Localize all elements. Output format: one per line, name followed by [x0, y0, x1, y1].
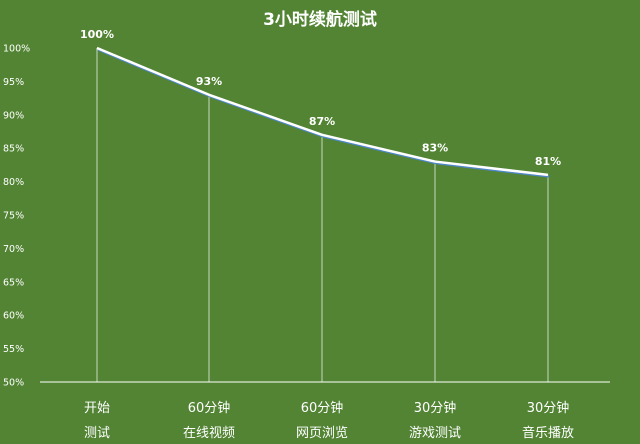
data-labels: 100% 93% 87% 83% 81% — [80, 28, 561, 168]
y-tick-label: 95% — [3, 77, 24, 88]
y-tick-label: 85% — [3, 144, 24, 155]
y-tick-label: 60% — [3, 311, 24, 322]
y-tick-label: 50% — [3, 378, 24, 389]
series-line — [96, 46, 550, 178]
x-tick-label: 30分钟 — [414, 400, 457, 416]
data-label: 100% — [80, 28, 114, 41]
data-label: 93% — [196, 75, 222, 88]
y-tick-label: 90% — [3, 110, 24, 121]
y-tick-label: 80% — [3, 177, 24, 188]
x-tick-label: 60分钟 — [301, 400, 344, 416]
y-tick-label: 75% — [3, 211, 24, 222]
y-tick-label: 70% — [3, 244, 24, 255]
y-tick-label: 55% — [3, 344, 24, 355]
series-line-shadow — [97, 48, 550, 178]
y-tick-label: 100% — [3, 44, 30, 55]
x-tick-label: 60分钟 — [188, 400, 231, 416]
x-tick-label: 测试 — [84, 426, 110, 441]
x-tick-label: 游戏测试 — [409, 426, 461, 441]
drop-lines — [96, 48, 549, 382]
data-label: 81% — [535, 155, 561, 168]
x-tick-label: 在线视频 — [183, 426, 235, 441]
x-tick-label: 网页浏览 — [296, 425, 348, 441]
x-tick-label: 30分钟 — [527, 400, 570, 416]
x-tick-label: 开始 — [84, 401, 110, 416]
data-label: 83% — [422, 142, 448, 155]
data-label: 87% — [309, 115, 335, 128]
chart-title: 3小时续航测试 — [263, 9, 377, 30]
y-tick-label: 65% — [3, 277, 24, 288]
series-line-path — [96, 46, 549, 177]
x-tick-label: 音乐播放 — [522, 425, 574, 441]
